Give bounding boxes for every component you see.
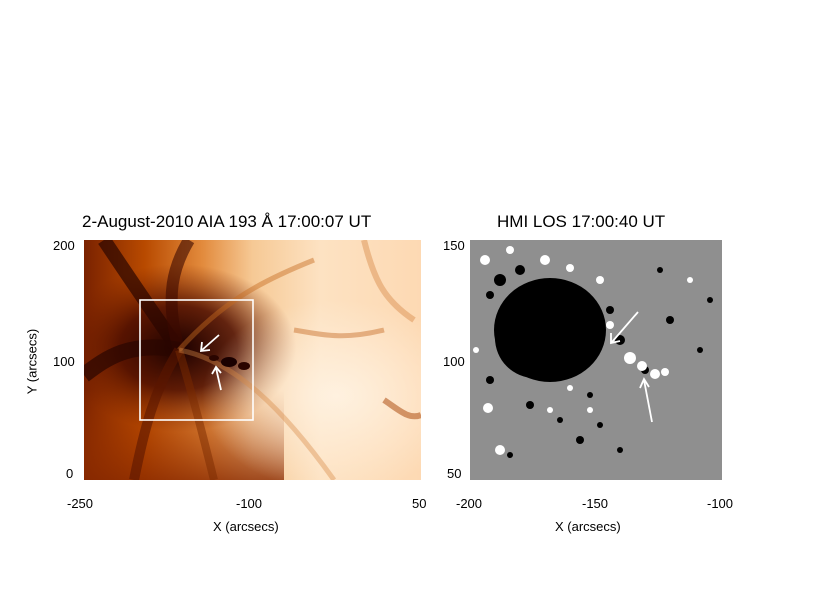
right-y-tick: 50 bbox=[447, 466, 462, 481]
right-y-tick: 100 bbox=[443, 354, 465, 369]
right-x-tick: -150 bbox=[582, 496, 609, 511]
left-y-axis-label: Y (arcsecs) bbox=[24, 328, 40, 395]
right-x-axis-label: X (arcsecs) bbox=[555, 519, 621, 534]
left-x-tick: -250 bbox=[67, 496, 94, 511]
left-y-tick: 200 bbox=[53, 238, 75, 253]
right-y-tick: 150 bbox=[443, 238, 465, 253]
left-y-tick: 0 bbox=[66, 466, 74, 481]
hmi-los-magnetogram bbox=[470, 240, 722, 480]
left-x-tick: 50 bbox=[412, 496, 427, 511]
left-x-tick: -100 bbox=[236, 496, 263, 511]
left-x-axis-label: X (arcsecs) bbox=[213, 519, 279, 534]
aia-193-image bbox=[84, 240, 421, 480]
left-y-tick: 100 bbox=[53, 354, 75, 369]
right-x-tick: -200 bbox=[456, 496, 483, 511]
right-x-tick: -100 bbox=[707, 496, 734, 511]
left-panel-title: 2-August-2010 AIA 193 Å 17:00:07 UT bbox=[82, 212, 372, 231]
right-panel-title: HMI LOS 17:00:40 UT bbox=[497, 212, 666, 231]
